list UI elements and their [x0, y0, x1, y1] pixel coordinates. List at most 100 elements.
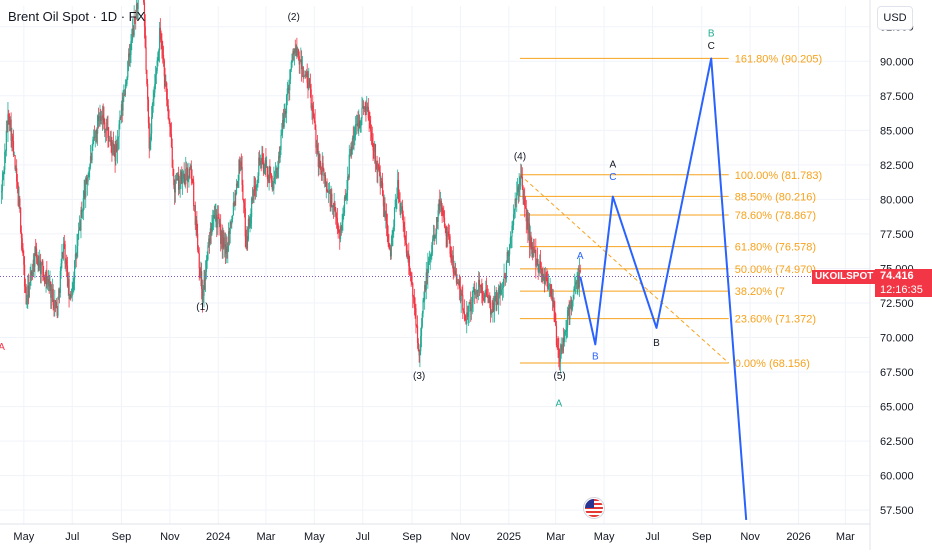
candle-body [8, 116, 11, 125]
candle-body [273, 177, 275, 189]
candle-body [280, 134, 282, 150]
fib-level-label: 78.60% (78.867) [735, 210, 816, 222]
candle-body [104, 122, 106, 133]
candle-body [455, 270, 457, 275]
candle-body [208, 238, 211, 244]
candle-body [96, 129, 98, 134]
candle-body [162, 54, 165, 61]
candle-body [385, 213, 387, 219]
candle-body [298, 56, 300, 65]
candle-body [166, 99, 169, 106]
candle-body [100, 116, 102, 121]
candle-body [290, 61, 292, 70]
candle-body [189, 165, 192, 170]
candle-body [562, 338, 564, 351]
candle-body [574, 282, 577, 286]
candle-body [272, 188, 274, 190]
candle-body [134, 16, 136, 19]
x-tick-label: Jul [65, 531, 79, 543]
candle-body [337, 223, 339, 230]
candle-body [579, 270, 581, 272]
candle-body [145, 47, 147, 71]
candle-body [89, 156, 92, 167]
candle-body [33, 259, 35, 267]
candle-body [426, 272, 428, 278]
candle-body [570, 299, 572, 306]
candle-body [170, 126, 172, 135]
candle-body [222, 237, 224, 248]
candle-body [462, 295, 464, 311]
y-tick-label: 72.500 [880, 298, 914, 310]
candle-body [537, 264, 539, 272]
candle-body [574, 285, 576, 289]
candle-body [305, 74, 307, 76]
candle-body [492, 302, 494, 313]
candle-body [358, 120, 360, 132]
wave-label: A [609, 160, 616, 171]
candle-body [5, 130, 7, 151]
candle-body [201, 271, 203, 290]
candle-body [505, 262, 508, 280]
projection-path [579, 57, 748, 520]
x-tick-label: Jul [645, 531, 659, 543]
candle-body [294, 48, 296, 53]
candle-body [473, 288, 475, 290]
candle-body [531, 246, 533, 254]
candle-body [179, 180, 181, 187]
wave-projection[interactable] [579, 57, 748, 520]
candle-body [498, 286, 500, 288]
candle-body [1, 179, 3, 192]
candle-body [464, 314, 466, 320]
candle-body [258, 157, 260, 176]
candle-body [259, 160, 261, 163]
candle-body [181, 175, 184, 184]
y-tick-label: 82.500 [880, 160, 914, 172]
currency-selector[interactable]: USD [877, 6, 913, 30]
candle-body [212, 217, 214, 227]
candle-body [248, 218, 250, 227]
candle-body [480, 285, 482, 288]
candle-body [0, 191, 3, 193]
fibonacci-retracement[interactable]: 161.80% (90.205) 100.00% (81.783) 88.50% (… [519, 53, 822, 370]
candle-body [212, 214, 215, 218]
candle-body [41, 261, 43, 266]
candle-body [528, 223, 531, 247]
us-flag-icon[interactable] [583, 497, 605, 519]
candle-body [165, 82, 167, 87]
fib-level-label: 50.00% (74.970) [735, 264, 816, 276]
candle-body [380, 181, 382, 187]
candle-body [429, 256, 431, 260]
candle-body [465, 319, 467, 324]
candle-body [500, 289, 502, 294]
candle-body [220, 223, 222, 244]
candle-body [388, 243, 390, 248]
candle-body [208, 238, 210, 246]
candle-body [269, 166, 271, 175]
candle-body [17, 185, 19, 206]
candle-body [470, 303, 472, 312]
y-tick-label: 80.000 [880, 194, 914, 206]
candle-body [197, 249, 200, 254]
candle-body [45, 270, 47, 284]
candle-body [247, 218, 250, 240]
candle-body [339, 226, 342, 240]
candle-body [189, 168, 191, 170]
candle-body [263, 170, 265, 174]
candle-body [213, 214, 215, 219]
candle-body [261, 153, 263, 166]
chart-title: Brent Oil Spot · 1D · FX [8, 9, 146, 24]
candle-body [340, 226, 342, 231]
candle-body [539, 261, 541, 270]
candle-body [408, 253, 410, 267]
candle-body [522, 186, 524, 200]
candle-body [532, 253, 534, 257]
candle-body [125, 83, 127, 85]
candle-body [176, 178, 178, 180]
candle-body [495, 295, 497, 306]
candle-body [10, 119, 12, 141]
x-tick-label: Nov [451, 531, 471, 543]
candle-body [251, 198, 253, 218]
